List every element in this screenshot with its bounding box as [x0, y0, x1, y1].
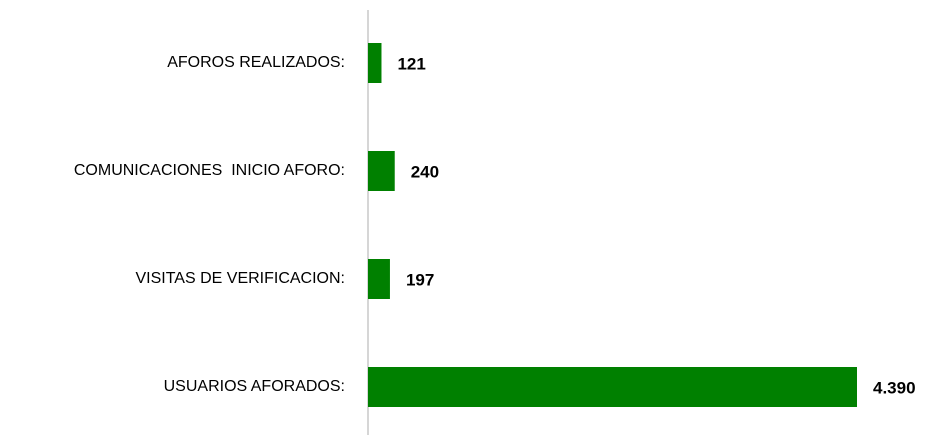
- value-label: 121: [397, 54, 425, 73]
- category-label: COMUNICACIONES INICIO AFORO:: [74, 162, 345, 179]
- value-label: 240: [411, 162, 439, 181]
- category-label: VISITAS DE VERIFICACION:: [135, 270, 345, 287]
- bar: [368, 43, 382, 83]
- category-label: USUARIOS AFORADOS:: [164, 378, 345, 395]
- value-label: 197: [406, 270, 434, 289]
- value-label: 4.390: [873, 378, 916, 397]
- bar: [368, 151, 395, 191]
- category-label: AFOROS REALIZADOS:: [167, 54, 345, 71]
- bar: [368, 367, 857, 407]
- bar: [368, 259, 390, 299]
